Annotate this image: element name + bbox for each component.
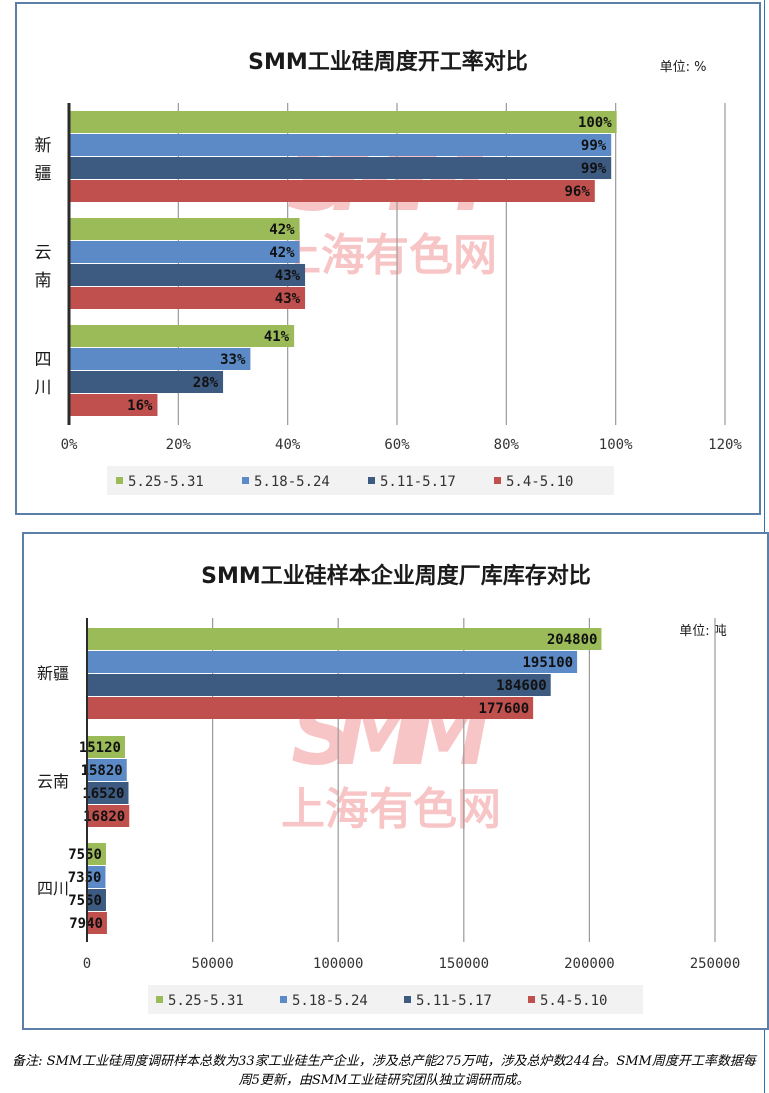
inventory-chart-panel: SMM 上海有色网 SMM工业硅样本企业周度厂库库存对比 单位: 吨 204800 195… — [22, 532, 769, 1030]
bar — [70, 325, 295, 347]
x-tick-label: 150000 — [439, 956, 490, 972]
watermark-text: 上海有色网 — [281, 784, 501, 835]
unit-label: 单位: 吨 — [679, 624, 727, 639]
data-label: 99% — [581, 161, 607, 177]
category-label: 云南 — [35, 243, 52, 291]
unit-label: 单位: % — [660, 60, 707, 75]
data-label: 195100 — [523, 655, 574, 671]
legend-entry: 5.11-5.17 — [380, 474, 456, 490]
x-tick-label: 20% — [166, 437, 192, 453]
bar — [70, 218, 300, 240]
data-label: 16520 — [82, 786, 124, 802]
bar — [70, 264, 306, 286]
legend-swatch — [528, 996, 535, 1003]
data-label: 15820 — [81, 763, 123, 779]
legend-swatch — [494, 477, 501, 484]
bar — [70, 241, 300, 263]
data-label: 42% — [269, 245, 295, 261]
category-label: 云南 — [37, 772, 69, 791]
category-label: 新疆 — [35, 136, 52, 184]
x-tick-label: 80% — [494, 437, 520, 453]
data-label: 28% — [193, 375, 219, 391]
data-label: 16% — [127, 398, 153, 414]
bar — [87, 912, 107, 934]
bar — [70, 111, 617, 133]
data-label: 16820 — [83, 809, 125, 825]
category-label: 新疆 — [37, 664, 69, 683]
legend-entry: 5.4-5.10 — [540, 993, 607, 1009]
legend-entry: 5.18-5.24 — [254, 474, 330, 490]
bar — [70, 394, 158, 416]
x-tick-label: 100% — [599, 437, 633, 453]
data-label: 100% — [578, 115, 612, 131]
legend-entry: 5.25-5.31 — [128, 474, 204, 490]
bar — [70, 134, 612, 156]
legend-swatch — [280, 996, 287, 1003]
data-label: 177600 — [479, 701, 530, 717]
x-tick-label: 50000 — [192, 956, 234, 972]
bar — [87, 697, 534, 719]
bar — [87, 651, 578, 673]
x-tick-label: 60% — [384, 437, 410, 453]
legend-swatch — [368, 477, 375, 484]
watermark-text: 上海有色网 — [277, 230, 497, 281]
category-label: 四川 — [37, 879, 69, 898]
data-label: 43% — [275, 268, 301, 284]
data-label: 7350 — [68, 870, 102, 886]
legend — [148, 985, 643, 1014]
data-label: 33% — [220, 352, 246, 368]
legend-swatch — [242, 477, 249, 484]
legend-entry: 5.11-5.17 — [416, 993, 492, 1009]
x-tick-label: 100000 — [313, 956, 364, 972]
data-label: 96% — [565, 184, 591, 200]
legend-entry: 5.25-5.31 — [168, 993, 244, 1009]
category-label: 四川 — [35, 350, 52, 398]
data-label: 184600 — [496, 678, 547, 694]
bar — [70, 180, 595, 202]
chart-title: SMM工业硅样本企业周度厂库库存对比 — [201, 563, 591, 589]
bar — [87, 843, 106, 865]
bar — [87, 628, 602, 650]
bar — [87, 866, 106, 888]
bar — [70, 287, 306, 309]
legend — [107, 466, 614, 495]
data-label: 42% — [269, 222, 295, 238]
bar — [87, 805, 130, 827]
chart-title: SMM工业硅周度开工率对比 — [248, 49, 528, 75]
bar — [70, 348, 251, 370]
bar — [87, 736, 125, 758]
legend-swatch — [156, 996, 163, 1003]
legend-swatch — [404, 996, 411, 1003]
data-label: 7550 — [68, 847, 102, 863]
footnote: 备注: SMM工业硅周度调研样本总数为33家工业硅生产企业，涉及总产能275万吨… — [12, 1054, 756, 1088]
bar — [70, 371, 224, 393]
x-tick-label: 200000 — [564, 956, 615, 972]
x-tick-label: 0 — [83, 956, 91, 972]
data-label: 7550 — [68, 893, 102, 909]
x-tick-label: 40% — [275, 437, 301, 453]
bar — [87, 782, 129, 804]
x-tick-label: 120% — [708, 437, 742, 453]
bar — [87, 759, 127, 781]
data-label: 99% — [581, 138, 607, 154]
bar — [87, 674, 551, 696]
bar — [70, 157, 612, 179]
legend-entry: 5.18-5.24 — [292, 993, 368, 1009]
legend-swatch — [116, 477, 123, 484]
legend-entry: 5.4-5.10 — [506, 474, 573, 490]
data-label: 41% — [264, 329, 290, 345]
operating-rate-chart-panel: SMM 上海有色网 SMM工业硅周度开工率对比 单位: % 100% 99% 99% 96% 新… — [15, 2, 761, 515]
data-label: 43% — [275, 291, 301, 307]
x-tick-label: 0% — [61, 437, 78, 453]
data-label: 204800 — [547, 632, 598, 648]
bar — [87, 889, 106, 911]
x-tick-label: 250000 — [690, 956, 741, 972]
data-label: 15120 — [79, 740, 121, 756]
